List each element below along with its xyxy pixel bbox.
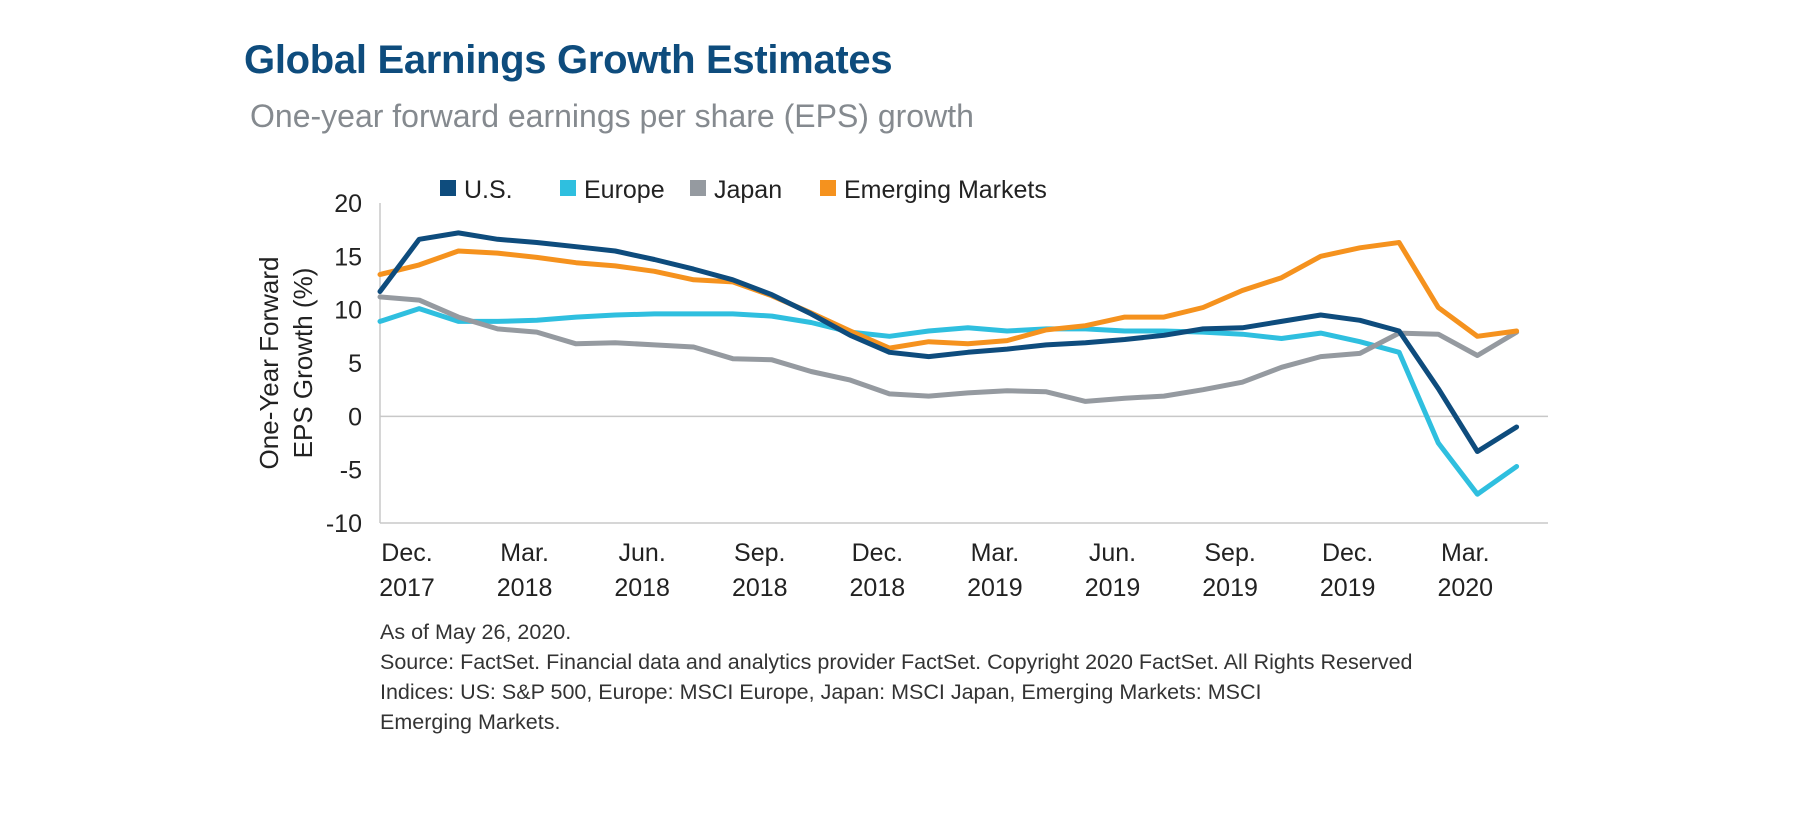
chart-series [377, 230, 1520, 497]
footnote-source: Source: FactSet. Financial data and anal… [380, 650, 1413, 674]
x-tick-year: 2020 [1437, 574, 1493, 602]
x-tick-year: 2019 [1320, 574, 1376, 602]
y-axis-title-line: One-Year Forward [254, 257, 284, 470]
x-tick-month: Mar. [971, 539, 1020, 567]
legend-label: Emerging Markets [844, 176, 1047, 204]
x-tick-year: 2017 [379, 574, 435, 602]
x-tick-month: Jun. [1089, 539, 1136, 567]
footnote-indices: Indices: US: S&P 500, Europe: MSCI Europ… [380, 680, 1262, 704]
series-line-u-s [377, 230, 1520, 454]
y-tick-label: 0 [348, 403, 362, 431]
chart-legend: U.S. Europe Japan Emerging Markets [440, 176, 1047, 204]
legend-label: Europe [584, 176, 665, 204]
x-tick-month: Mar. [1441, 539, 1490, 567]
series-line-japan [377, 294, 1520, 404]
y-axis-label: One-Year Forward EPS Growth (%) [254, 257, 318, 470]
x-tick-year: 2019 [1202, 574, 1258, 602]
legend-swatch [690, 180, 706, 196]
chart-footnotes: As of May 26, 2020. Source: FactSet. Fin… [380, 617, 1540, 737]
y-tick-label: 5 [348, 350, 362, 378]
x-tick-month: Sep. [734, 539, 785, 567]
legend-item: Emerging Markets [820, 176, 1047, 204]
legend-swatch [820, 180, 836, 196]
series-line-europe [377, 306, 1520, 497]
legend-item: Europe [560, 176, 665, 204]
x-tick-year: 2019 [1085, 574, 1141, 602]
legend-swatch [560, 180, 576, 196]
x-tick-year: 2019 [967, 574, 1023, 602]
x-tick-year: 2018 [497, 574, 553, 602]
legend-item: U.S. [440, 176, 513, 204]
legend-label: U.S. [464, 176, 513, 204]
series-line-emerging-markets [377, 240, 1520, 351]
x-tick-year: 2018 [732, 574, 788, 602]
footnote-as-of: As of May 26, 2020. [380, 620, 572, 644]
legend-label: Japan [714, 176, 782, 204]
chart-subtitle: One-year forward earnings per share (EPS… [250, 98, 974, 134]
x-tick-month: Mar. [500, 539, 549, 567]
y-tick-label: -5 [340, 457, 362, 485]
y-tick-label: -10 [326, 510, 362, 538]
x-tick-year: 2018 [850, 574, 906, 602]
y-tick-label: 10 [334, 297, 362, 325]
x-tick-month: Sep. [1204, 539, 1255, 567]
legend-item: Japan [690, 176, 782, 204]
x-tick-year: 2018 [614, 574, 670, 602]
x-tick-month: Dec. [1322, 539, 1373, 567]
footnote-indices-cont: Emerging Markets. [380, 710, 561, 734]
y-axis-title-line: EPS Growth (%) [288, 268, 318, 459]
y-tick-label: 20 [334, 190, 362, 218]
x-tick-month: Dec. [852, 539, 903, 567]
y-tick-label: 15 [334, 243, 362, 271]
chart-axes [379, 203, 1548, 524]
x-tick-month: Jun. [619, 539, 666, 567]
x-axis-ticks: Dec. 2017 Mar. 2018 Jun. 2018 Sep. 2018 Dec. 2018… [379, 539, 1493, 602]
chart-title: Global Earnings Growth Estimates [244, 38, 893, 82]
x-tick-month: Dec. [381, 539, 432, 567]
y-axis-ticks: 20 15 10 5 0 -5 -10 [326, 190, 362, 538]
legend-swatch [440, 180, 456, 196]
